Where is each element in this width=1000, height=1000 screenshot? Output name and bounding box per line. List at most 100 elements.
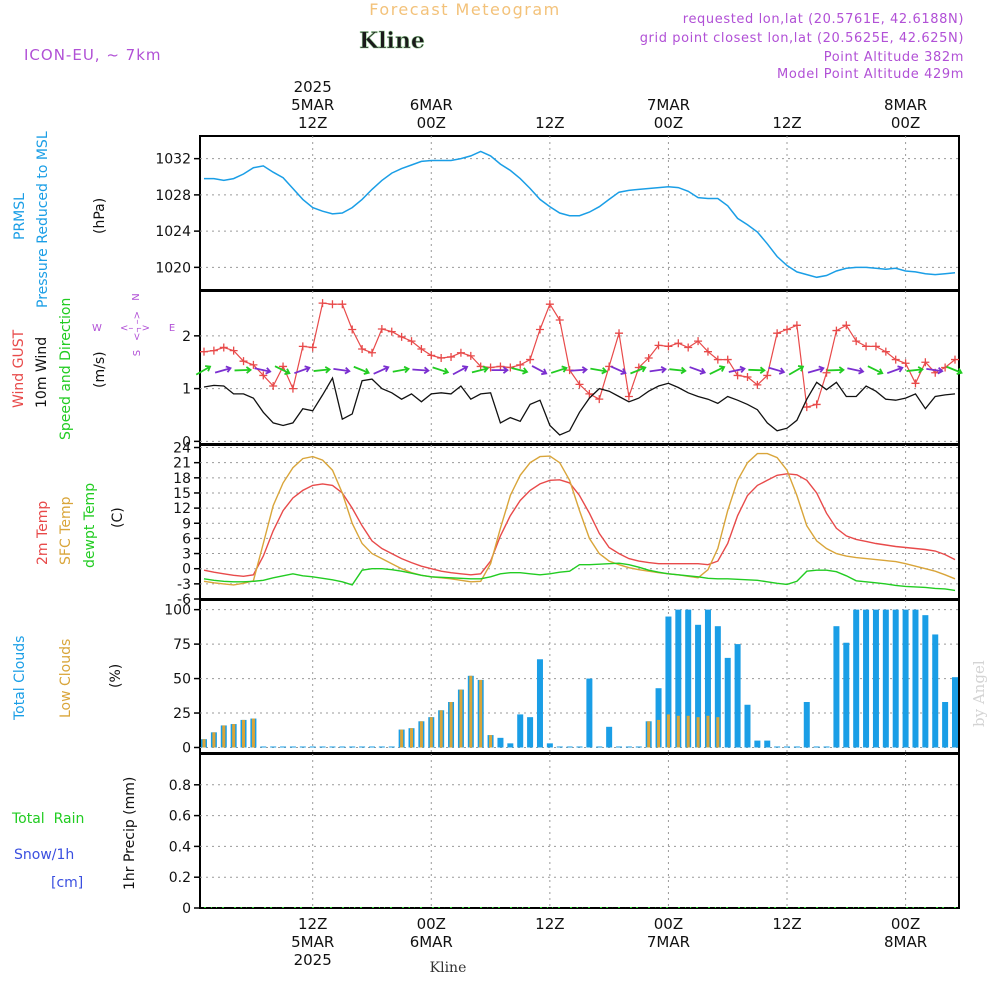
- gust-marker: [496, 362, 505, 371]
- y-tick-label: 15: [173, 486, 191, 502]
- total-clouds-bar: [833, 626, 840, 748]
- wind-direction-arrow: [570, 366, 588, 374]
- total-clouds-bar: [714, 626, 721, 748]
- wind-direction-arrow: [689, 366, 707, 375]
- precip-legend-rain: Total Rain: [11, 811, 84, 827]
- gust-marker: [733, 371, 742, 380]
- low-clouds-bar: [686, 715, 690, 748]
- gust-marker: [516, 360, 525, 369]
- wind-arrow-shape: [946, 365, 963, 375]
- location-title: Kline: [359, 28, 425, 54]
- gust-marker: [239, 357, 248, 366]
- total-clouds-bar: [527, 717, 534, 748]
- low-clouds-bar: [242, 719, 246, 748]
- total-clouds-bar: [497, 737, 504, 748]
- gust-marker: [871, 342, 880, 351]
- compass-arrows-v: <– –>: [132, 311, 143, 341]
- time-label: 00Z: [654, 915, 683, 933]
- gust-marker: [387, 327, 396, 336]
- compass-arrows-h: <– –>: [120, 323, 150, 334]
- gust-marker: [852, 337, 861, 346]
- time-label: 00Z: [654, 114, 683, 132]
- gust-marker: [555, 316, 564, 325]
- gust-marker: [367, 348, 376, 357]
- wind-direction-arrow: [353, 365, 370, 375]
- total-clouds-bar: [349, 746, 356, 748]
- total-clouds-bar: [309, 746, 316, 748]
- total-clouds-bar: [339, 746, 346, 748]
- time-label: 5MAR: [291, 96, 334, 114]
- wind-direction-arrow: [471, 365, 489, 374]
- total-clouds-bar: [546, 743, 553, 748]
- wind-direction-arrow: [274, 365, 291, 376]
- rain-bar: [448, 907, 455, 908]
- gust-marker: [348, 325, 357, 334]
- rain-bar: [843, 907, 850, 908]
- low-clouds-title: Low Clouds: [58, 639, 74, 718]
- wind-arrow-shape: [452, 365, 469, 376]
- total-clouds-bar: [359, 746, 366, 748]
- total-clouds-bar: [704, 609, 711, 748]
- rain-bar: [922, 907, 929, 908]
- total-clouds-bar: [566, 746, 573, 748]
- time-label: 00Z: [891, 915, 920, 933]
- total-clouds-bar: [892, 609, 899, 748]
- total-clouds-bar: [625, 746, 632, 748]
- gust-marker: [743, 372, 752, 381]
- total-clouds-bar: [764, 740, 771, 748]
- y-tick-label: 25: [173, 706, 191, 722]
- y-tick-label: 3: [182, 547, 191, 563]
- gust-marker: [328, 300, 337, 309]
- wind-arrow-shape: [333, 366, 351, 375]
- compass-west: W: [92, 323, 102, 334]
- wind-arrow-shape: [610, 365, 627, 375]
- gust-marker: [862, 342, 871, 351]
- low-clouds-bar: [202, 739, 206, 748]
- total-clouds-bar: [665, 616, 672, 748]
- temperature-axis-titles: 2m Temp SFC Temp dewpt Temp (C): [35, 483, 126, 568]
- wind-arrow-shape: [570, 366, 588, 374]
- wind-dir-title: Speed and Direction: [58, 298, 74, 440]
- gust-marker: [723, 355, 732, 364]
- gust-marker: [585, 389, 594, 398]
- y-tick-label: 0: [182, 434, 191, 450]
- wind-direction-arrow: [867, 365, 884, 376]
- y-tick-label: 0: [182, 740, 191, 756]
- low-clouds-bar: [706, 715, 710, 748]
- wind-arrow-shape: [353, 365, 370, 375]
- wind-direction-arrow: [294, 365, 311, 375]
- gust-marker: [783, 325, 792, 334]
- gust-marker: [753, 380, 762, 389]
- time-label: 6MAR: [410, 96, 453, 114]
- grid-point-coords: grid point closest lon,lat (20.5625E, 42…: [640, 31, 964, 46]
- gust-marker: [822, 368, 831, 377]
- dewpt-line: [203, 562, 956, 592]
- time-label: 12Z: [535, 114, 564, 132]
- total-clouds-bar: [695, 624, 702, 748]
- wind-arrow-shape: [886, 365, 904, 375]
- gust-marker: [437, 354, 446, 363]
- time-label: 12Z: [535, 915, 564, 933]
- wind-arrow-shape: [689, 366, 707, 375]
- pressure-title-line1: PRMSL: [12, 193, 28, 240]
- gust-marker: [259, 371, 268, 380]
- gust-marker: [486, 363, 495, 372]
- y-tick-label: 1024: [155, 224, 191, 240]
- wind-arrow-shape: [373, 365, 390, 375]
- low-clouds-bar: [439, 710, 443, 748]
- rain-bar: [418, 907, 425, 908]
- wind-arrow-shape: [234, 366, 253, 374]
- gust-marker: [308, 343, 317, 352]
- wind-arrow-shape: [511, 367, 529, 375]
- temp2m-line: [203, 473, 956, 578]
- total-clouds-bar: [586, 678, 593, 748]
- wind-direction-arrow: [511, 367, 529, 375]
- gust-marker: [901, 359, 910, 368]
- total-clouds-bar: [863, 609, 870, 748]
- sfctemp-line: [203, 452, 956, 586]
- y-tick-label: 12: [173, 501, 191, 517]
- footer-location: Kline: [430, 960, 467, 976]
- total-clouds-bar: [734, 644, 741, 748]
